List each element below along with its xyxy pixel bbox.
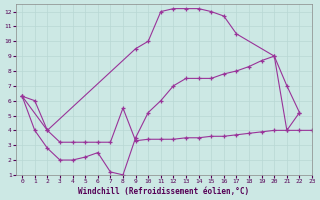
X-axis label: Windchill (Refroidissement éolien,°C): Windchill (Refroidissement éolien,°C) bbox=[78, 187, 250, 196]
